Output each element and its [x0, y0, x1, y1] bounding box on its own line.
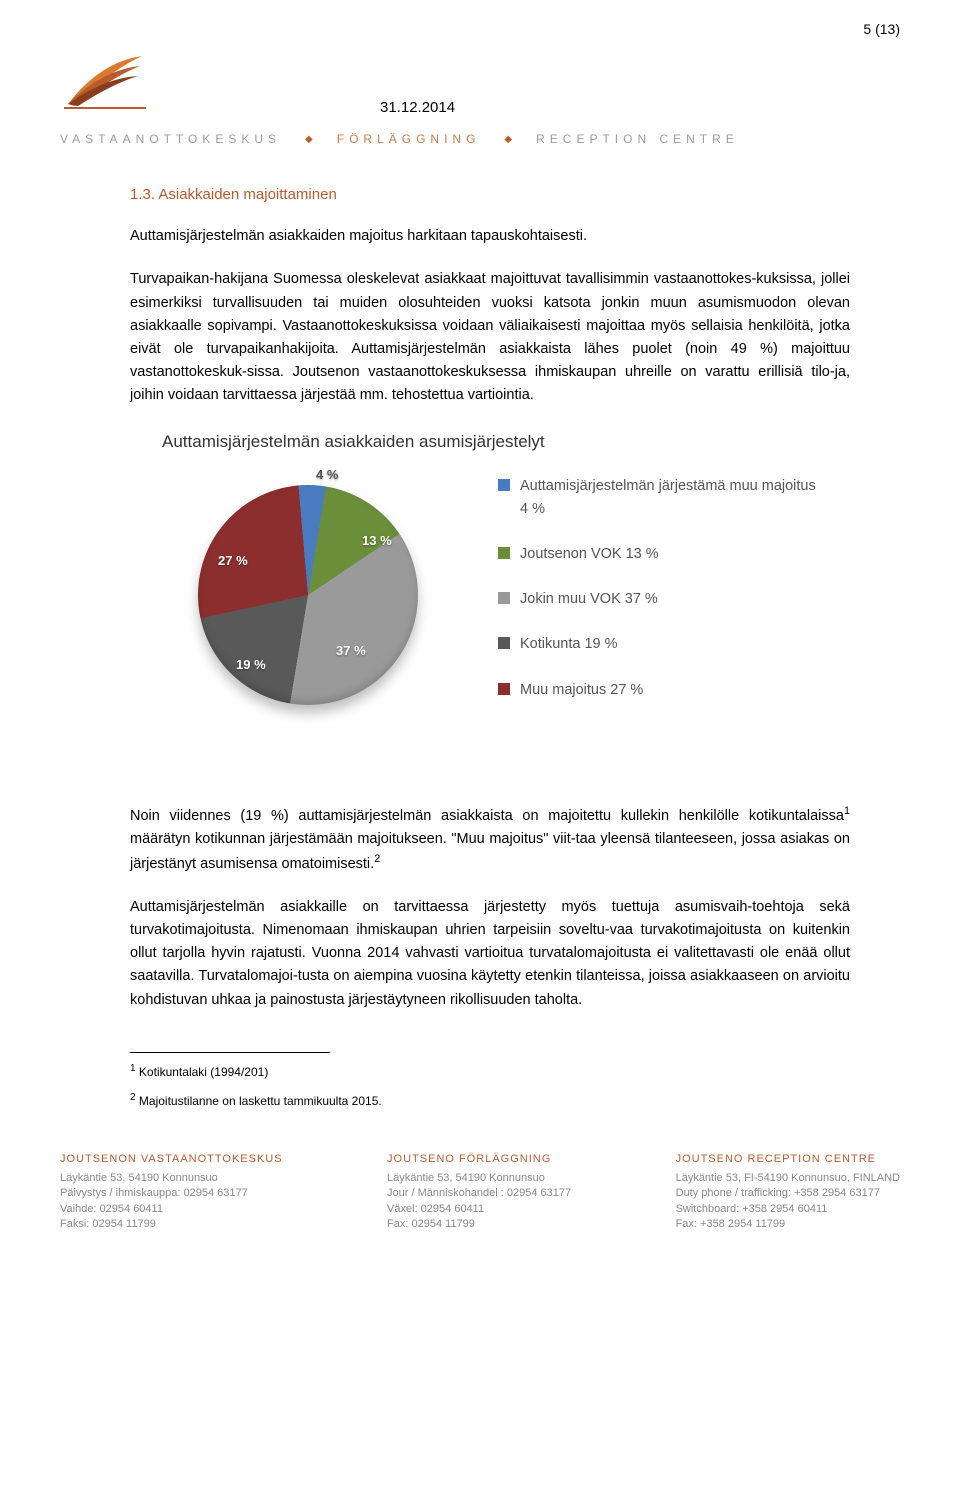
chart-legend: Auttamisjärjestelmän järjestämä muu majo… [498, 469, 818, 769]
footer-line: Vaihde: 02954 60411 [60, 1202, 283, 1217]
legend-swatch [498, 547, 510, 559]
org-name-en: RECEPTION CENTRE [536, 130, 739, 149]
footnote-1: 1 Kotikuntalaki (1994/201) [130, 1061, 830, 1082]
legend-swatch [498, 683, 510, 695]
footer-line: Läykäntie 53, 54190 Konnunsuo [60, 1171, 283, 1186]
legend-label: Kotikunta 19 % [520, 633, 618, 656]
footer-heading: JOUTSENO RECEPTION CENTRE [676, 1151, 900, 1169]
pie-label-2: 37 % [336, 641, 366, 662]
legend-label: Auttamisjärjestelmän järjestämä muu majo… [520, 475, 818, 521]
org-name-fi: VASTAANOTTOKESKUS [60, 130, 281, 149]
org-name-line: VASTAANOTTOKESKUS ◆ FÖRLÄGGNING ◆ RECEPT… [60, 130, 900, 149]
footer-line: Switchboard: +358 2954 60411 [676, 1202, 900, 1217]
page-number: 5 (13) [863, 18, 900, 40]
footer-line: Fax: 02954 11799 [387, 1217, 571, 1232]
footer-col-sv: JOUTSENO FÖRLÄGGNING Läykäntie 53, 54190… [387, 1151, 571, 1232]
separator-dot: ◆ [504, 132, 512, 148]
footer-line: Växel: 02954 60411 [387, 1202, 571, 1217]
section-heading: 1.3. Asiakkaiden majoittaminen [130, 183, 850, 207]
legend-label: Muu majoitus 27 % [520, 679, 643, 702]
chart-title: Auttamisjärjestelmän asiakkaiden asumisj… [162, 428, 850, 455]
footer-line: Päivystys / ihmiskauppa: 02954 63177 [60, 1186, 283, 1201]
paragraph-2: Turvapaikan-hakijana Suomessa oleskeleva… [130, 268, 850, 407]
org-name-sv: FÖRLÄGGNING [337, 130, 481, 149]
paragraph-1: Auttamisjärjestelmän asiakkaiden majoitu… [130, 225, 850, 248]
legend-item-2: Jokin muu VOK 37 % [498, 588, 818, 611]
pie-label-1: 13 % [362, 531, 392, 552]
footer-line: Läykäntie 53, 54190 Konnunsuo [387, 1171, 571, 1186]
paragraph-3: Noin viidennes (19 %) auttamisjärjestelm… [130, 803, 850, 876]
pie-label-4: 27 % [218, 551, 248, 572]
separator-dot: ◆ [305, 132, 313, 148]
legend-item-4: Muu majoitus 27 % [498, 679, 818, 702]
page-footer: JOUTSENON VASTAANOTTOKESKUS Läykäntie 53… [0, 1151, 960, 1232]
p3-text-b: määrätyn kotikunnan järjestämään majoitu… [130, 831, 850, 872]
footer-line: Jour / Människohandel : 02954 63177 [387, 1186, 571, 1201]
footer-heading: JOUTSENON VASTAANOTTOKESKUS [60, 1151, 283, 1169]
footer-heading: JOUTSENO FÖRLÄGGNING [387, 1151, 571, 1169]
footer-line: Läykäntie 53, FI-54190 Konnunsuo, FINLAN… [676, 1171, 900, 1186]
legend-item-3: Kotikunta 19 % [498, 633, 818, 656]
main-content: 1.3. Asiakkaiden majoittaminen Auttamisj… [0, 159, 960, 1121]
legend-item-1: Joutsenon VOK 13 % [498, 543, 818, 566]
pie-graphic [198, 485, 418, 705]
footer-col-en: JOUTSENO RECEPTION CENTRE Läykäntie 53, … [676, 1151, 900, 1232]
pie-label-3: 19 % [236, 655, 266, 676]
legend-swatch [498, 637, 510, 649]
legend-swatch [498, 479, 510, 491]
footer-line: Duty phone / trafficking: +358 2954 6317… [676, 1186, 900, 1201]
legend-label: Joutsenon VOK 13 % [520, 543, 659, 566]
footer-line: Fax: +358 2954 11799 [676, 1217, 900, 1232]
footnote-2: 2 Majoitustilanne on laskettu tammikuult… [130, 1090, 830, 1111]
footnote-1-text: Kotikuntalaki (1994/201) [139, 1065, 268, 1079]
footnote-2-text: Majoitustilanne on laskettu tammikuulta … [139, 1094, 382, 1108]
pie-chart: 4 % 13 % 37 % 19 % 27 % Auttamisjärjeste… [158, 469, 850, 769]
footnote-ref-1: 1 [844, 805, 850, 817]
p3-text-a: Noin viidennes (19 %) auttamisjärjestelm… [130, 808, 844, 824]
pie-label-0: 4 % [316, 465, 338, 486]
footer-col-fi: JOUTSENON VASTAANOTTOKESKUS Läykäntie 53… [60, 1151, 283, 1232]
org-logo [60, 48, 150, 120]
footnote-divider [130, 1052, 330, 1053]
footnote-ref-2: 2 [374, 853, 380, 865]
page-header: 31.12.2014 VASTAANOTTOKESKUS ◆ FÖRLÄGGNI… [0, 0, 960, 159]
legend-label: Jokin muu VOK 37 % [520, 588, 658, 611]
document-date: 31.12.2014 [380, 96, 455, 120]
footer-line: Faksi: 02954 11799 [60, 1217, 283, 1232]
legend-swatch [498, 592, 510, 604]
paragraph-4: Auttamisjärjestelmän asiakkaille on tarv… [130, 896, 850, 1012]
legend-item-0: Auttamisjärjestelmän järjestämä muu majo… [498, 475, 818, 521]
